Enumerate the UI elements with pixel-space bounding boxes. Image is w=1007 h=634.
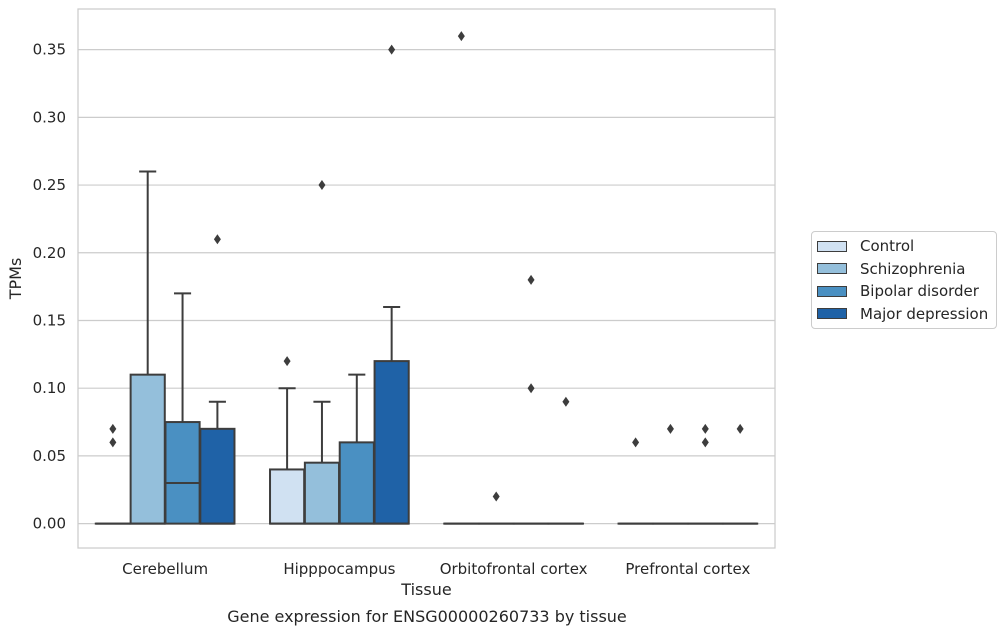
- legend-item: Schizophrenia: [817, 258, 996, 281]
- box-group: [512, 274, 550, 525]
- outlier-point: [318, 180, 326, 191]
- box-group: [199, 234, 236, 525]
- y-tick-label: 0.35: [33, 41, 66, 59]
- legend-label: Bipolar disorder: [860, 282, 979, 301]
- box-group: [617, 437, 654, 525]
- box-group: [478, 491, 515, 525]
- y-axis-label: TPMs: [6, 258, 25, 301]
- box-group: [94, 423, 131, 525]
- box-group: [269, 356, 306, 525]
- legend-item: Control: [817, 235, 996, 258]
- outlier-point: [736, 423, 744, 434]
- x-tick-label: Hipppocampus: [283, 560, 395, 578]
- y-tick-label: 0.20: [33, 244, 66, 262]
- y-tick-label: 0.30: [33, 108, 66, 126]
- box-elements: [94, 31, 759, 525]
- box-group: [303, 180, 341, 525]
- legend-item: Bipolar disorder: [817, 280, 996, 303]
- legend-label: Schizophrenia: [860, 259, 966, 278]
- outlier-point: [388, 44, 396, 55]
- box: [303, 461, 341, 525]
- outlier-point: [632, 437, 640, 448]
- box-group: [338, 373, 375, 525]
- box-group: [373, 44, 410, 525]
- box: [373, 360, 410, 525]
- legend-swatch: [817, 308, 847, 320]
- outlier-point: [492, 491, 500, 502]
- outlier-point: [701, 423, 709, 434]
- outlier-point: [562, 396, 570, 407]
- box-group: [129, 170, 166, 525]
- box-group: [443, 31, 480, 525]
- outlier-point: [283, 356, 291, 367]
- chart-caption: Gene expression for ENSG00000260733 by t…: [227, 607, 627, 626]
- legend-swatch: [817, 263, 847, 275]
- outlier-point: [213, 234, 221, 245]
- outlier-point: [457, 31, 465, 42]
- box: [199, 427, 236, 525]
- outlier-point: [666, 423, 674, 434]
- plot-area-frame: [77, 8, 776, 549]
- box-group: [687, 423, 724, 525]
- box-group: [652, 423, 689, 525]
- x-axis-label: Tissue: [400, 580, 451, 599]
- outlier-point: [701, 437, 709, 448]
- x-tick-label: Prefrontal cortex: [625, 560, 750, 578]
- box: [338, 441, 375, 525]
- outlier-point: [109, 423, 117, 434]
- box-group: [722, 423, 759, 525]
- outlier-point: [527, 383, 535, 394]
- y-tick-label: 0.15: [33, 311, 66, 329]
- box: [129, 373, 166, 525]
- legend-swatch: [817, 240, 847, 252]
- outlier-point: [109, 437, 117, 448]
- legend-item: Major depression: [817, 303, 996, 326]
- box-group: [547, 396, 584, 525]
- outlier-point: [527, 274, 535, 285]
- y-tick-label: 0.05: [33, 447, 66, 465]
- y-axis-tick-labels: 0.00 0.05 0.10 0.15 0.20 0.25 0.30 0.35: [33, 41, 66, 533]
- box-group: [164, 292, 201, 525]
- x-axis-tick-labels: Cerebellum Hipppocampus Orbitofrontal cort…: [122, 560, 750, 578]
- box: [269, 468, 306, 525]
- y-tick-label: 0.10: [33, 379, 66, 397]
- legend-label: Control: [860, 237, 915, 256]
- y-tick-label: 0.25: [33, 176, 66, 194]
- legend: Control Schizophrenia Bipolar disorder Majo…: [811, 231, 997, 329]
- legend-swatch: [817, 285, 847, 297]
- box: [164, 421, 201, 525]
- y-tick-label: 0.00: [33, 515, 66, 533]
- x-tick-label: Cerebellum: [122, 560, 208, 578]
- x-tick-label: Orbitofrontal cortex: [440, 560, 588, 578]
- legend-label: Major depression: [860, 304, 989, 323]
